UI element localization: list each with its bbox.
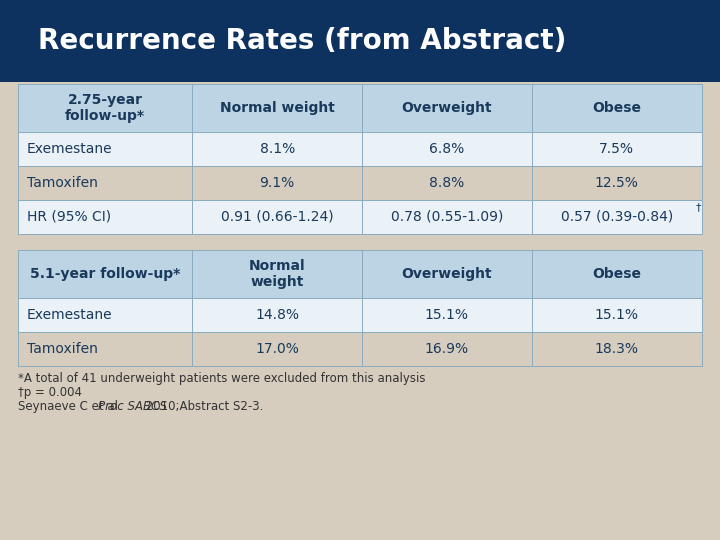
- FancyBboxPatch shape: [362, 132, 531, 166]
- FancyBboxPatch shape: [192, 332, 362, 366]
- FancyBboxPatch shape: [18, 84, 192, 132]
- FancyBboxPatch shape: [192, 166, 362, 200]
- Text: HR (95% CI): HR (95% CI): [27, 210, 111, 224]
- Text: 6.8%: 6.8%: [429, 142, 464, 156]
- Text: Exemestane: Exemestane: [27, 142, 112, 156]
- FancyBboxPatch shape: [531, 200, 702, 234]
- Text: †p = 0.004: †p = 0.004: [18, 386, 82, 399]
- FancyBboxPatch shape: [192, 200, 362, 234]
- FancyBboxPatch shape: [531, 298, 702, 332]
- FancyBboxPatch shape: [192, 132, 362, 166]
- FancyBboxPatch shape: [531, 132, 702, 166]
- FancyBboxPatch shape: [18, 200, 192, 234]
- Text: 2010;Abstract S2-3.: 2010;Abstract S2-3.: [142, 400, 263, 413]
- Text: 15.1%: 15.1%: [595, 308, 639, 322]
- FancyBboxPatch shape: [18, 250, 192, 298]
- FancyBboxPatch shape: [362, 332, 531, 366]
- FancyBboxPatch shape: [531, 166, 702, 200]
- FancyBboxPatch shape: [18, 132, 192, 166]
- Text: 8.8%: 8.8%: [429, 176, 464, 190]
- FancyBboxPatch shape: [192, 84, 362, 132]
- FancyBboxPatch shape: [18, 332, 192, 366]
- FancyBboxPatch shape: [531, 332, 702, 366]
- FancyBboxPatch shape: [362, 250, 531, 298]
- Text: 8.1%: 8.1%: [260, 142, 295, 156]
- Text: Tamoxifen: Tamoxifen: [27, 342, 98, 356]
- Text: 7.5%: 7.5%: [599, 142, 634, 156]
- Text: †: †: [696, 202, 701, 212]
- Text: Normal weight: Normal weight: [220, 101, 335, 115]
- Text: 17.0%: 17.0%: [256, 342, 300, 356]
- Text: 5.1-year follow-up*: 5.1-year follow-up*: [30, 267, 180, 281]
- Text: Obese: Obese: [593, 101, 642, 115]
- Text: 18.3%: 18.3%: [595, 342, 639, 356]
- Text: Recurrence Rates (from Abstract): Recurrence Rates (from Abstract): [38, 27, 567, 55]
- Text: Overweight: Overweight: [402, 267, 492, 281]
- Text: 14.8%: 14.8%: [255, 308, 300, 322]
- Text: Tamoxifen: Tamoxifen: [27, 176, 98, 190]
- Text: 12.5%: 12.5%: [595, 176, 639, 190]
- Text: Overweight: Overweight: [402, 101, 492, 115]
- FancyBboxPatch shape: [362, 200, 531, 234]
- FancyBboxPatch shape: [18, 298, 192, 332]
- FancyBboxPatch shape: [0, 0, 720, 82]
- Text: 15.1%: 15.1%: [425, 308, 469, 322]
- FancyBboxPatch shape: [531, 84, 702, 132]
- FancyBboxPatch shape: [531, 250, 702, 298]
- Text: 0.78 (0.55-1.09): 0.78 (0.55-1.09): [391, 210, 503, 224]
- Text: 16.9%: 16.9%: [425, 342, 469, 356]
- Text: Seynaeve C et al.: Seynaeve C et al.: [18, 400, 125, 413]
- FancyBboxPatch shape: [18, 166, 192, 200]
- Text: 2.75-year
follow-up*: 2.75-year follow-up*: [66, 93, 145, 123]
- FancyBboxPatch shape: [362, 84, 531, 132]
- Text: 0.57 (0.39-0.84): 0.57 (0.39-0.84): [561, 210, 673, 224]
- Text: Obese: Obese: [593, 267, 642, 281]
- Text: Proc SABCS: Proc SABCS: [98, 400, 166, 413]
- FancyBboxPatch shape: [362, 166, 531, 200]
- Text: 9.1%: 9.1%: [260, 176, 295, 190]
- Text: *A total of 41 underweight patients were excluded from this analysis: *A total of 41 underweight patients were…: [18, 372, 426, 385]
- Text: 0.91 (0.66-1.24): 0.91 (0.66-1.24): [221, 210, 333, 224]
- Text: Exemestane: Exemestane: [27, 308, 112, 322]
- Text: Normal
weight: Normal weight: [249, 259, 305, 289]
- FancyBboxPatch shape: [192, 298, 362, 332]
- FancyBboxPatch shape: [192, 250, 362, 298]
- FancyBboxPatch shape: [362, 298, 531, 332]
